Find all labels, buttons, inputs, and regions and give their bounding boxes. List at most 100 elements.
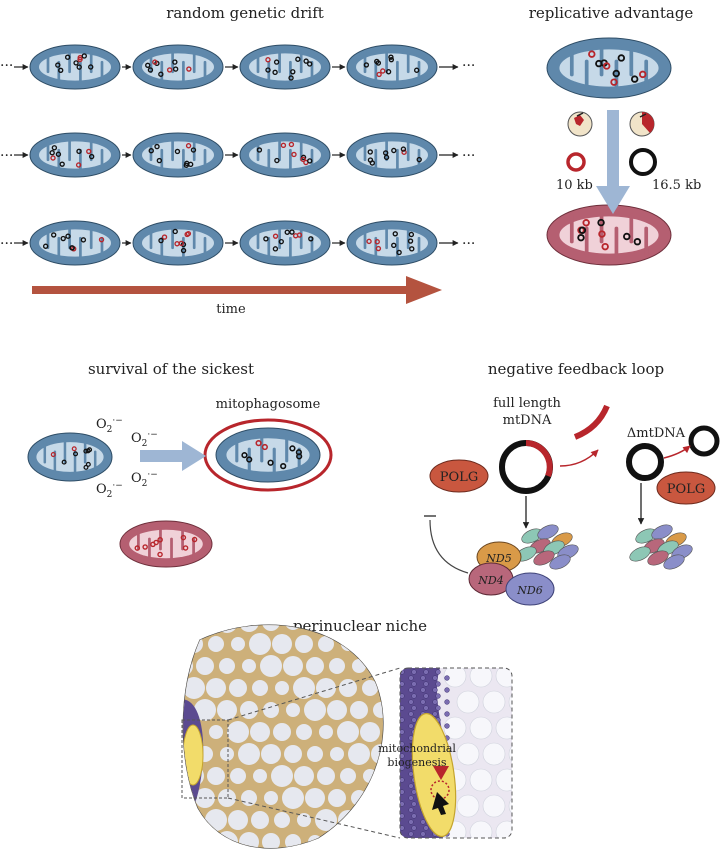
time-label: time xyxy=(216,302,246,317)
myofibril xyxy=(253,769,267,783)
myofibril xyxy=(227,721,249,743)
myofibril xyxy=(208,636,224,652)
perinuclear-mitochondrion xyxy=(420,699,426,705)
perinuclear-mitochondrion xyxy=(408,699,414,705)
myofibril xyxy=(263,702,279,718)
complex-subunit xyxy=(663,554,685,570)
sickest-title: survival of the sickest xyxy=(88,360,254,378)
perinuclear-mitochondrion xyxy=(408,771,414,777)
perinuclear-mitochondrion xyxy=(411,705,417,711)
perinuclear-mitochondrion xyxy=(435,693,441,699)
myofibril xyxy=(317,767,335,785)
mitochondrion xyxy=(132,220,224,266)
myofibril xyxy=(216,625,238,633)
mitochondrion xyxy=(239,44,331,90)
drift-title: random genetic drift xyxy=(166,4,324,22)
myofibril xyxy=(443,668,467,688)
complex-subunit xyxy=(537,524,559,540)
zoom-guide xyxy=(227,797,401,839)
replication-small-icon xyxy=(567,111,593,137)
myofibril xyxy=(330,747,344,761)
myofibril xyxy=(228,810,248,830)
perinuclear-mitochondrion xyxy=(411,717,417,723)
myofibril xyxy=(373,702,383,718)
ellipsis-left: ··· xyxy=(0,236,13,252)
perinuclear-mitochondrion xyxy=(400,801,405,807)
perinuclear-mitochondrion xyxy=(432,699,438,705)
myofibril xyxy=(362,680,378,696)
full-length-mtdna-ring xyxy=(499,440,553,494)
myofibril xyxy=(239,832,259,848)
perinuclear-mitochondrion xyxy=(408,819,414,825)
myofibril xyxy=(220,747,234,761)
perinuclear-mitochondrion xyxy=(411,813,417,819)
myofibril xyxy=(187,813,201,827)
biogenesis-cycle-icon xyxy=(430,766,450,815)
perinuclear-mitochondrion xyxy=(423,693,429,699)
myofibril xyxy=(361,811,379,829)
mitophagosome-label: mitophagosome xyxy=(216,397,321,412)
mitochondrion xyxy=(29,132,121,178)
deleted-mtdna-ring xyxy=(566,152,586,172)
myofibril xyxy=(469,768,493,792)
perinuclear-mitochondrion xyxy=(400,705,405,711)
perinuclear-mitochondrion xyxy=(432,711,438,717)
perinuclear-mitochondrion xyxy=(400,765,405,771)
mitochondrion xyxy=(239,132,331,178)
delta-mtdna-label: ΔmtDNA xyxy=(627,426,686,441)
perinuclear-mitochondrion xyxy=(400,825,405,831)
ellipsis-left: ··· xyxy=(0,58,13,74)
myofibril xyxy=(262,833,280,848)
mitochondrion xyxy=(546,37,672,99)
perinuclear-mitochondrion xyxy=(423,681,429,687)
myofibril xyxy=(348,743,370,765)
myofibril xyxy=(456,690,480,714)
perinuclear-mitochondrion xyxy=(423,825,429,831)
mitochondrion xyxy=(119,520,213,568)
myofibril xyxy=(508,742,512,766)
myofibril xyxy=(326,831,348,848)
complex-subunit xyxy=(629,546,651,562)
myofibril xyxy=(351,790,367,806)
myofibril xyxy=(251,811,269,829)
myofibril xyxy=(456,742,480,766)
perinuclear-mitochondrion xyxy=(408,783,414,789)
myofibril xyxy=(205,809,227,831)
perinuclear-mitochondrion xyxy=(420,687,426,693)
perinuclear-mitochondrion xyxy=(444,687,450,693)
myofibril xyxy=(240,701,258,719)
myofibril xyxy=(495,768,512,792)
myofibril xyxy=(230,768,246,784)
myofibril xyxy=(194,699,216,721)
mitochondrion xyxy=(29,220,121,266)
perinuclear-mitochondrion xyxy=(408,687,414,693)
perinuclear-mitochondrion xyxy=(411,801,417,807)
myofibril xyxy=(183,677,205,699)
healthy-mitochondrion xyxy=(546,37,672,99)
myofibril xyxy=(352,659,366,673)
myofibril xyxy=(469,820,493,838)
zoom-guide xyxy=(227,667,401,721)
myofibril xyxy=(198,625,212,629)
myofibril xyxy=(239,625,259,632)
myofibril xyxy=(329,658,345,674)
myofibril xyxy=(229,679,247,697)
polg-protein: POLG xyxy=(429,459,489,493)
feedback-title: negative feedback loop xyxy=(488,360,664,378)
engulfed-mitochondrion xyxy=(215,427,321,483)
perinuclear-mitochondrion xyxy=(420,819,426,825)
myofibril xyxy=(183,656,193,676)
ellipsis-right: ··· xyxy=(462,58,475,74)
perinuclear-mitochondrion xyxy=(435,669,441,675)
mutant-mitochondrion xyxy=(546,204,672,266)
mitochondrion xyxy=(27,432,113,482)
myofibril xyxy=(350,701,368,719)
perinuclear-mitochondrion xyxy=(411,825,417,831)
mitophagy-arrow xyxy=(140,441,206,471)
perinuclear-mitochondrion xyxy=(400,789,405,795)
ellipsis-left: ··· xyxy=(0,148,13,164)
myofibril xyxy=(456,794,480,818)
myofibril xyxy=(337,721,359,743)
perinuclear-mitochondrion xyxy=(408,723,414,729)
